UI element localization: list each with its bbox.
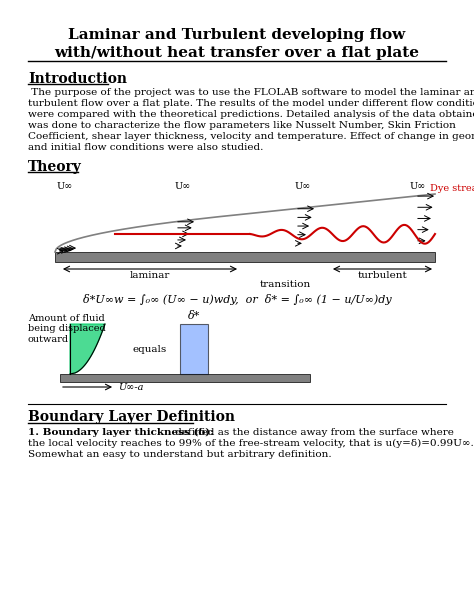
Text: U∞: U∞ — [410, 182, 427, 191]
Text: δ*U∞w = ∫₀∞ (U∞ − u)wdy,  or  δ* = ∫₀∞ (1 − u/U∞)dy: δ*U∞w = ∫₀∞ (U∞ − u)wdy, or δ* = ∫₀∞ (1 … — [82, 294, 392, 305]
Text: Coefficient, shear layer thickness, velocity and temperature. Effect of change i: Coefficient, shear layer thickness, velo… — [28, 132, 474, 141]
Text: turbulent flow over a flat plate. The results of the model under different flow : turbulent flow over a flat plate. The re… — [28, 99, 474, 108]
Text: U∞: U∞ — [57, 182, 73, 191]
Text: Dye streak: Dye streak — [430, 184, 474, 193]
Text: U∞: U∞ — [175, 182, 191, 191]
Text: equals: equals — [133, 345, 167, 354]
Text: were compared with the theoretical predictions. Detailed analysis of the data ob: were compared with the theoretical predi… — [28, 110, 474, 119]
Text: δ*: δ* — [188, 311, 200, 321]
Text: The purpose of the project was to use the FLOLAB software to model the laminar a: The purpose of the project was to use th… — [28, 88, 474, 97]
Text: Laminar and Turbulent developing flow: Laminar and Turbulent developing flow — [68, 28, 406, 42]
Text: Theory: Theory — [28, 160, 82, 174]
Text: U∞: U∞ — [295, 182, 311, 191]
Text: transition: transition — [259, 280, 310, 289]
Text: was done to characterize the flow parameters like Nusselt Number, Skin Friction: was done to characterize the flow parame… — [28, 121, 456, 130]
Text: Amount of fluid
being displaced
outward: Amount of fluid being displaced outward — [28, 314, 106, 344]
Bar — [180, 324, 208, 374]
Text: Introduction: Introduction — [28, 72, 127, 86]
Text: 1. Boundary layer thickness (δ):: 1. Boundary layer thickness (δ): — [28, 428, 214, 437]
Text: Somewhat an easy to understand but arbitrary definition.: Somewhat an easy to understand but arbit… — [28, 450, 332, 459]
Text: defined as the distance away from the surface where: defined as the distance away from the su… — [172, 428, 454, 437]
Text: Boundary Layer Definition: Boundary Layer Definition — [28, 410, 235, 424]
Text: and initial flow conditions were also studied.: and initial flow conditions were also st… — [28, 143, 264, 152]
Bar — [60, 374, 310, 382]
Text: with/without heat transfer over a flat plate: with/without heat transfer over a flat p… — [55, 46, 419, 60]
Polygon shape — [70, 324, 105, 374]
Bar — [55, 252, 435, 262]
Text: the local velocity reaches to 99% of the free-stream velocity, that is u(y=δ)=0.: the local velocity reaches to 99% of the… — [28, 439, 474, 448]
Text: laminar: laminar — [130, 271, 170, 280]
Text: U∞-a: U∞-a — [118, 383, 144, 392]
Text: turbulent: turbulent — [357, 271, 407, 280]
